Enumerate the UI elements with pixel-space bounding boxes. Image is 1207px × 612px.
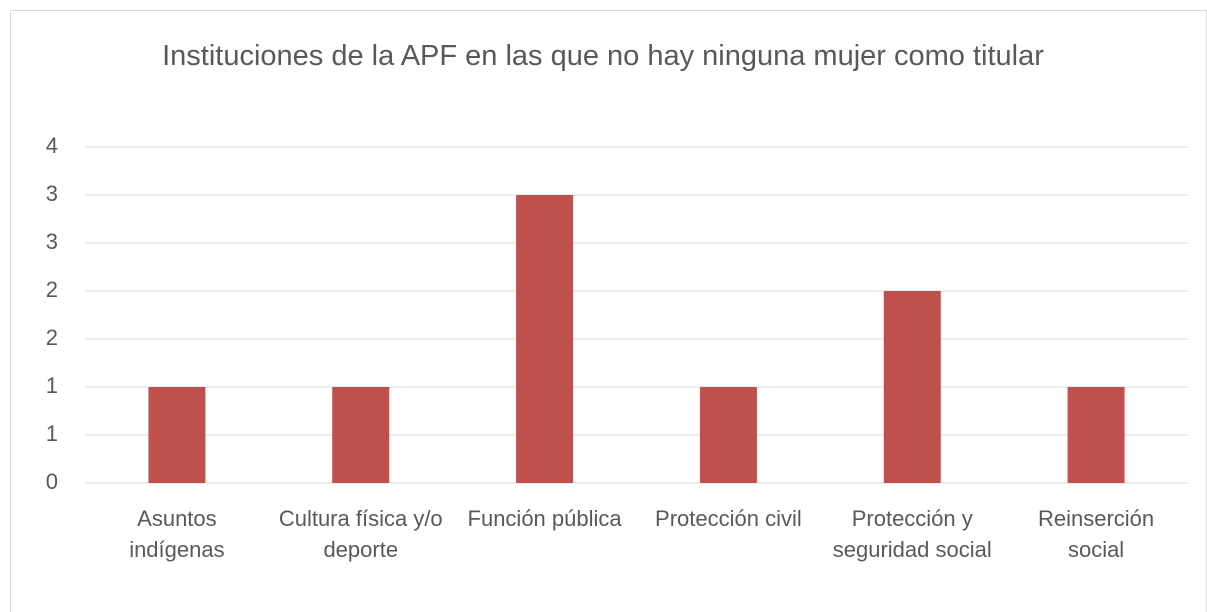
chart-title: Instituciones de la APF en las que no ha…: [162, 40, 1044, 72]
x-tick-label: Asuntos indígenas: [129, 506, 225, 562]
x-tick-label: Protección civil: [655, 506, 802, 531]
y-tick-label: 1: [46, 421, 58, 446]
x-tick-label: Protección y seguridad social: [832, 506, 992, 562]
x-tick-label: Función pública: [467, 506, 622, 531]
y-tick-label: 0: [46, 469, 58, 494]
x-tick-label: Reinserción social: [1037, 506, 1155, 562]
y-tick-label: 2: [46, 325, 58, 350]
bar: [148, 387, 206, 483]
bar: [699, 387, 757, 483]
bar: [883, 291, 941, 483]
bar: [516, 195, 574, 483]
y-tick-label: 3: [46, 229, 58, 254]
y-tick-label: 4: [46, 133, 58, 158]
y-tick-label: 2: [46, 277, 58, 302]
bar: [332, 387, 390, 483]
y-tick-label: 3: [46, 181, 58, 206]
bar: [1067, 387, 1125, 483]
y-tick-label: 1: [46, 373, 58, 398]
x-tick-label: Cultura física y/o deporte: [278, 506, 443, 562]
